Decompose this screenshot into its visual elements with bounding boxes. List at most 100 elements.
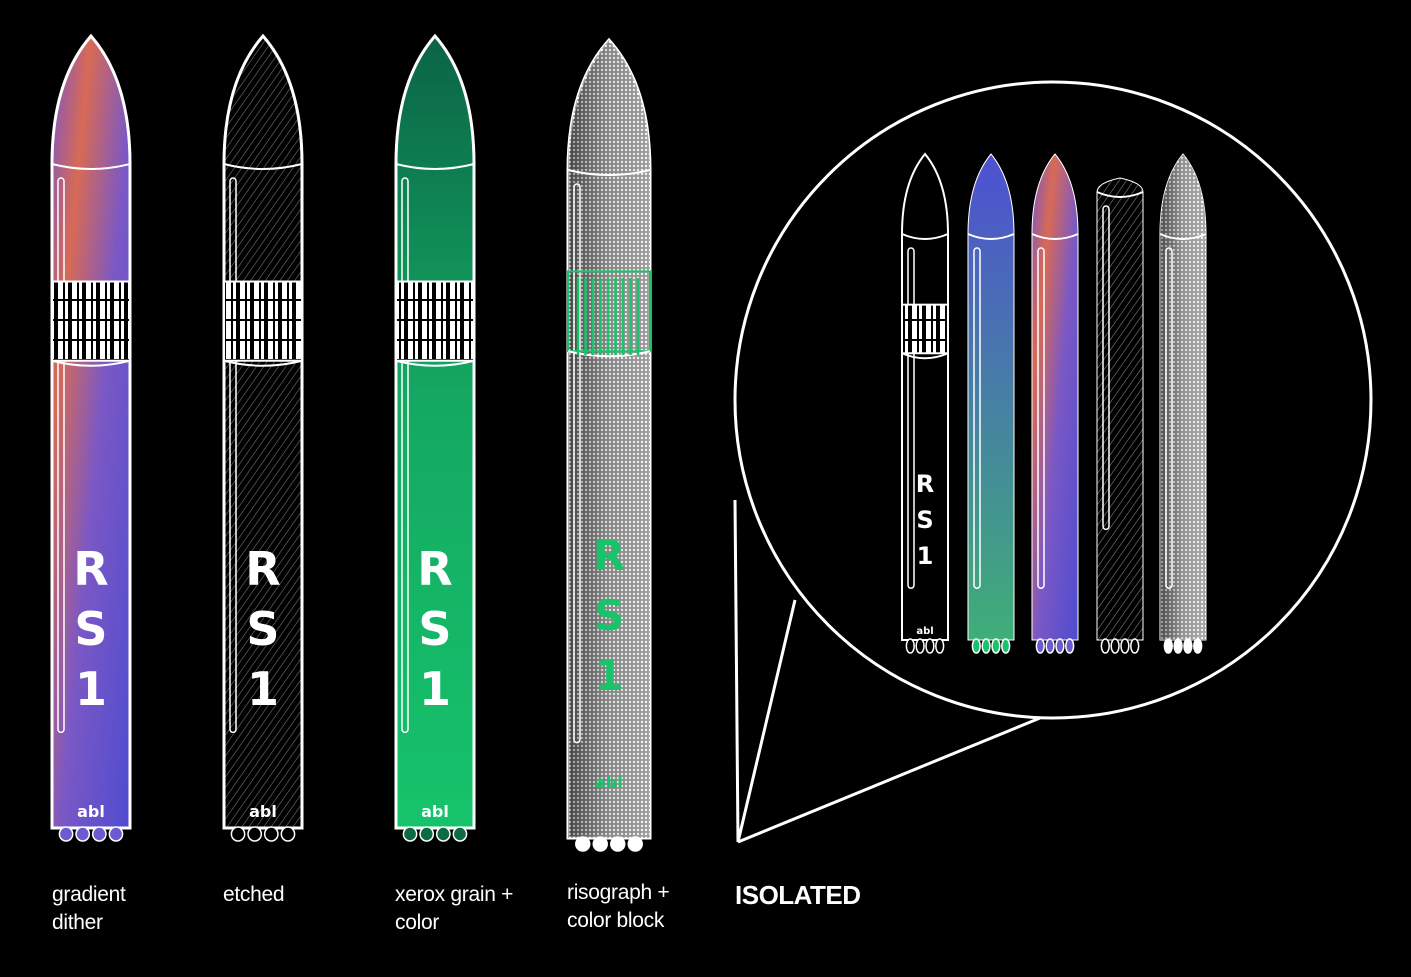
rocket-label-char: R [73, 542, 108, 596]
engine-nozzle [1045, 638, 1055, 654]
rocket-label-char: S [418, 602, 451, 656]
rocket-etched: RS 1 abl [222, 33, 304, 842]
side-conduit [907, 247, 915, 589]
rocket-label-char: 1 [75, 662, 107, 716]
rocket-label-char: 1 [917, 542, 934, 570]
rocket-label-char: R [245, 542, 280, 596]
side-conduit [401, 177, 409, 734]
fairing-seam [223, 163, 303, 170]
rocket-xerox: RS 1 abl [394, 33, 476, 842]
caption-line: risograph + [567, 881, 670, 904]
engine-nozzle [1120, 638, 1130, 654]
engine-nozzle [575, 836, 591, 852]
side-conduit [229, 177, 237, 734]
rocket-iso-gradient [1031, 153, 1079, 654]
engine-nozzle [925, 638, 935, 654]
abl-logo: abl [421, 802, 449, 821]
engine-nozzle [452, 826, 468, 842]
callout-circle [733, 80, 1373, 720]
engine-nozzle [1035, 638, 1045, 654]
engine-nozzle [1065, 638, 1075, 654]
isolated-heading: ISOLATED [735, 880, 861, 910]
abl-logo: abl [916, 626, 933, 637]
rocket-label-char: R [593, 531, 625, 580]
side-conduit [973, 247, 981, 589]
engine-nozzle [402, 826, 418, 842]
fairing-seam [901, 233, 949, 240]
interstage-band [223, 280, 303, 362]
fairing-seam [567, 169, 651, 176]
rocket-label-char: S [74, 602, 107, 656]
interstage-band [901, 303, 949, 355]
band-seam [567, 350, 651, 358]
engine-nozzle [627, 836, 643, 852]
caption-riso: risograph + color block [567, 879, 670, 935]
fairing-seam [51, 163, 131, 170]
engine-nozzle [419, 826, 435, 842]
engine-nozzle [58, 826, 74, 842]
engine-nozzle [592, 836, 608, 852]
caption-xerox: xerox grain + color [395, 881, 513, 937]
engine-nozzle [230, 826, 246, 842]
side-conduit [1102, 205, 1110, 531]
rocket-label-char: 1 [247, 662, 279, 716]
engine-nozzle [91, 826, 107, 842]
abl-logo: abl [249, 802, 277, 821]
engine-nozzle [1110, 638, 1120, 654]
band-seam [395, 359, 475, 367]
side-conduit [573, 183, 581, 744]
rocket-body [394, 33, 476, 830]
band-seam [51, 359, 131, 367]
rocket-body [50, 33, 132, 830]
engine-nozzle [435, 826, 451, 842]
engine-nozzle [280, 826, 296, 842]
fairing-seam [395, 163, 475, 170]
engine-nozzle [991, 638, 1001, 654]
caption-gradient: gradient dither [52, 881, 126, 937]
engine-nozzle [935, 638, 945, 654]
engine-nozzle [610, 836, 626, 852]
rocket-label-char: S [246, 602, 279, 656]
engine-nozzle [981, 638, 991, 654]
rocket-iso-riso [1159, 153, 1207, 654]
engine-nozzle [108, 826, 124, 842]
rocket-iso-etched: RS 1 abl [901, 152, 949, 654]
engine-nozzle [1183, 638, 1193, 654]
caption-line: dither [52, 911, 103, 934]
abl-logo: abl [77, 802, 105, 821]
fairing-seam [1096, 191, 1144, 198]
rocket-body [967, 153, 1015, 641]
isolated-callout [733, 80, 1373, 844]
engine-nozzle [75, 826, 91, 842]
rocket-body [1031, 153, 1079, 641]
engine-nozzle [263, 826, 279, 842]
rocket-label-char: S [594, 591, 624, 640]
side-conduit [57, 177, 65, 734]
rocket-texture [568, 40, 650, 838]
engine-nozzle [915, 638, 925, 654]
engine-nozzle [905, 638, 915, 654]
rocket-riso: RS 1 abl [566, 37, 652, 852]
engine-nozzle [1100, 638, 1110, 654]
caption-line: etched [223, 883, 285, 906]
engine-nozzle [1001, 638, 1011, 654]
engine-nozzle [1055, 638, 1065, 654]
rocket-gradient: RS 1 abl [50, 33, 132, 842]
rocket-label-char: R [417, 542, 452, 596]
interstage-band [51, 280, 131, 362]
side-conduit [1037, 247, 1045, 589]
fairing-seam [1159, 233, 1207, 240]
fairing-seam [1031, 233, 1079, 240]
engine-nozzle [971, 638, 981, 654]
engine-nozzle [1173, 638, 1183, 654]
rocket-label-char: 1 [594, 651, 623, 700]
caption-line: color [395, 911, 440, 934]
side-conduit [1165, 247, 1173, 589]
rocket-iso-hatch [1096, 177, 1144, 654]
engine-nozzle [1193, 638, 1203, 654]
callout-pointer [733, 499, 1041, 844]
band-seam [901, 352, 949, 360]
engine-nozzle [1130, 638, 1140, 654]
caption-line: color block [567, 909, 665, 932]
